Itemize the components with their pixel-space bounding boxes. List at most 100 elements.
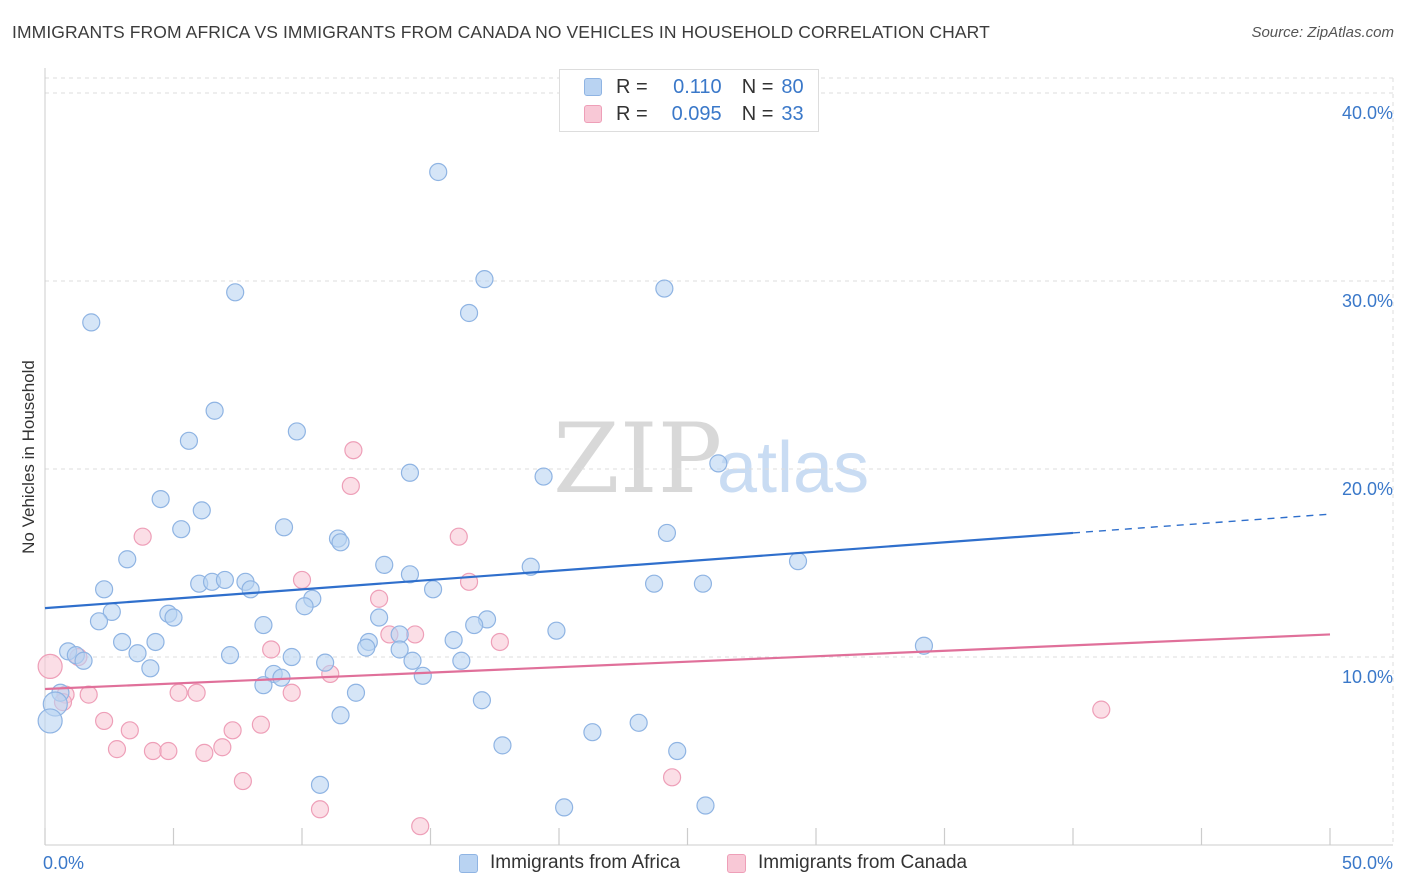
africa-point <box>82 313 101 332</box>
x-tick-label-min: 0.0% <box>43 853 84 873</box>
canada-point <box>159 741 178 761</box>
africa-point <box>241 580 260 599</box>
africa-point <box>555 798 574 817</box>
canada-trend-line <box>44 633 1331 691</box>
legend-n-label: N = <box>741 75 774 98</box>
africa-point <box>220 646 240 665</box>
legend-swatch-africa <box>584 78 602 96</box>
africa-point <box>254 615 273 635</box>
africa-point <box>146 632 165 652</box>
legend-n-value: 33 <box>781 102 804 125</box>
africa-point <box>493 736 512 755</box>
africa-point <box>644 574 664 593</box>
canada-point <box>223 721 242 740</box>
africa-point <box>375 555 394 574</box>
africa-point <box>95 580 114 599</box>
canada-point <box>187 683 206 702</box>
africa-trend-line <box>44 531 1074 610</box>
canada-point <box>251 715 270 734</box>
africa-point <box>400 463 420 482</box>
africa-point <box>179 431 199 450</box>
canada-point <box>95 711 114 731</box>
bottom-legend-label-africa: Immigrants from Africa <box>490 852 681 873</box>
africa-point <box>521 557 540 576</box>
canada-point <box>213 738 232 757</box>
africa-point <box>696 796 715 815</box>
africa-point <box>423 580 443 599</box>
africa-point <box>668 741 687 761</box>
watermark: ZIP atlas <box>553 403 869 515</box>
y-axis-label: No Vehicles in Household <box>19 360 38 554</box>
africa-point <box>151 489 170 509</box>
canada-points <box>37 441 1111 836</box>
africa-point <box>914 636 934 655</box>
canada-point <box>79 685 98 704</box>
africa-point <box>141 659 160 678</box>
africa-point <box>74 651 93 670</box>
africa-point <box>164 608 183 627</box>
africa-point <box>331 706 350 725</box>
tick-labels: 10.0% 20.0% 30.0% 40.0% 0.0% 50.0% <box>43 103 1393 873</box>
legend-r-label: R = <box>616 102 648 125</box>
canada-point <box>405 625 425 644</box>
canada-point <box>411 817 430 836</box>
canada-point <box>195 743 214 762</box>
africa-point <box>788 552 808 571</box>
legend-r-label: R = <box>616 75 648 98</box>
africa-point <box>172 520 191 539</box>
africa-point <box>331 533 350 552</box>
africa-point <box>629 713 648 732</box>
africa-point <box>709 454 728 473</box>
africa-point <box>215 570 234 590</box>
canada-point <box>233 771 252 791</box>
canada-point <box>310 800 330 819</box>
y-tick-label: 30.0% <box>1342 291 1393 311</box>
canada-point <box>37 653 63 680</box>
africa-point <box>287 422 306 441</box>
africa-point <box>655 279 674 298</box>
africa-point <box>693 574 713 593</box>
y-tick-label: 10.0% <box>1342 667 1393 687</box>
africa-point <box>370 608 389 627</box>
africa-point <box>112 632 132 652</box>
canada-point <box>262 640 281 659</box>
africa-point <box>459 303 479 323</box>
africa-point <box>534 467 553 486</box>
canada-point <box>292 570 312 590</box>
africa-point <box>657 523 677 543</box>
africa-trend-extension <box>1072 513 1331 534</box>
africa-point <box>413 666 432 685</box>
legend-row-canada: R = 0.095 N = 33 <box>584 101 804 127</box>
africa-point <box>403 651 422 670</box>
legend-row-africa: R = 0.110 N = 80 <box>584 74 804 100</box>
canada-point <box>120 721 139 740</box>
africa-point <box>316 653 335 672</box>
africa-point <box>89 612 109 631</box>
canada-point <box>490 632 509 652</box>
africa-point <box>192 501 211 520</box>
legend-n-value: 80 <box>781 75 804 98</box>
africa-point <box>205 401 224 420</box>
bottom-legend-africa: Immigrants from Africa <box>459 852 680 874</box>
bottom-legend-swatch-africa <box>459 853 478 873</box>
africa-point <box>400 565 420 584</box>
africa-point <box>226 283 245 302</box>
canada-point <box>1092 700 1111 719</box>
africa-point <box>128 644 147 663</box>
canada-point <box>662 768 682 787</box>
trend-lines <box>44 513 1331 691</box>
canada-point <box>169 683 188 702</box>
africa-point <box>118 550 137 569</box>
africa-point <box>295 597 314 616</box>
africa-point <box>310 775 330 794</box>
africa-point <box>429 162 448 182</box>
legend-r-value: 0.110 <box>673 75 722 98</box>
africa-point <box>465 615 484 635</box>
source-label: Source: ZipAtlas.com <box>1251 24 1394 41</box>
africa-point <box>37 708 63 734</box>
canada-point <box>370 589 389 608</box>
bottom-legend-swatch-canada <box>727 853 746 873</box>
y-tick-label: 20.0% <box>1342 479 1393 499</box>
africa-point <box>444 630 463 650</box>
